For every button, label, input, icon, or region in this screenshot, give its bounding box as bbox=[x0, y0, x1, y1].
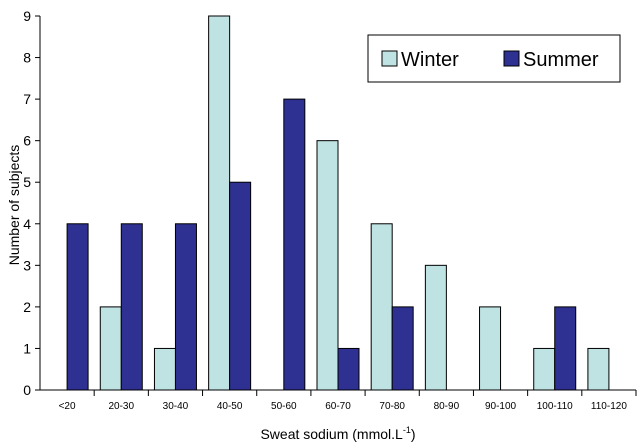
x-tick-label: 40-50 bbox=[217, 401, 243, 412]
y-tick-label: 1 bbox=[23, 340, 31, 356]
x-tick-label: 80-90 bbox=[434, 401, 460, 412]
y-tick-label: 9 bbox=[23, 8, 31, 24]
x-tick-label: 70-80 bbox=[379, 401, 405, 412]
bar-winter-8 bbox=[479, 306, 502, 391]
x-tick-label: 60-70 bbox=[325, 401, 351, 412]
bar-winter-9 bbox=[533, 347, 556, 391]
x-tick-label: 20-30 bbox=[108, 401, 134, 412]
bar-winter-6 bbox=[370, 223, 393, 391]
y-tick-label: 6 bbox=[23, 133, 31, 149]
x-tick-label: 110-120 bbox=[591, 401, 627, 412]
y-tick-label: 4 bbox=[23, 216, 31, 232]
x-tick-label: 50-60 bbox=[271, 401, 297, 412]
x-tick-label: 100-110 bbox=[537, 401, 573, 412]
bar-summer-2 bbox=[174, 223, 197, 391]
bar-winter-5 bbox=[316, 140, 339, 391]
bar-summer-0 bbox=[66, 223, 89, 391]
x-tick-label: 90-100 bbox=[485, 401, 517, 412]
bar-summer-6 bbox=[391, 306, 414, 391]
bar-winter-7 bbox=[424, 264, 447, 391]
legend-swatch-summer bbox=[503, 50, 520, 67]
bar-summer-4 bbox=[283, 98, 306, 391]
y-tick-label: 3 bbox=[23, 257, 31, 273]
legend-label-winter: Winter bbox=[401, 49, 459, 71]
bar-winter-1 bbox=[99, 306, 122, 391]
bar-summer-3 bbox=[229, 181, 252, 391]
legend-label-summer: Summer bbox=[523, 49, 599, 71]
bar-winter-10 bbox=[587, 347, 610, 391]
x-axis-label: Sweat sodium (mmol.L-1) bbox=[260, 425, 415, 442]
bar-summer-1 bbox=[120, 223, 143, 391]
x-axis-label-superscript: -1 bbox=[403, 425, 411, 435]
legend-swatch-winter bbox=[381, 50, 398, 67]
y-axis-label: Number of subjects bbox=[6, 145, 22, 266]
legend bbox=[367, 34, 621, 83]
x-tick-label: <20 bbox=[59, 401, 76, 412]
y-tick-label: 7 bbox=[23, 91, 31, 107]
y-tick-label: 0 bbox=[23, 382, 31, 398]
y-tick-label: 5 bbox=[23, 174, 31, 190]
bar-winter-3 bbox=[208, 15, 231, 391]
x-tick-label: 30-40 bbox=[163, 401, 189, 412]
bar-winter-2 bbox=[153, 347, 176, 391]
bar-summer-5 bbox=[337, 347, 360, 391]
y-tick-label: 8 bbox=[23, 50, 31, 66]
y-tick-label: 2 bbox=[23, 299, 31, 315]
bar-summer-9 bbox=[554, 306, 577, 391]
